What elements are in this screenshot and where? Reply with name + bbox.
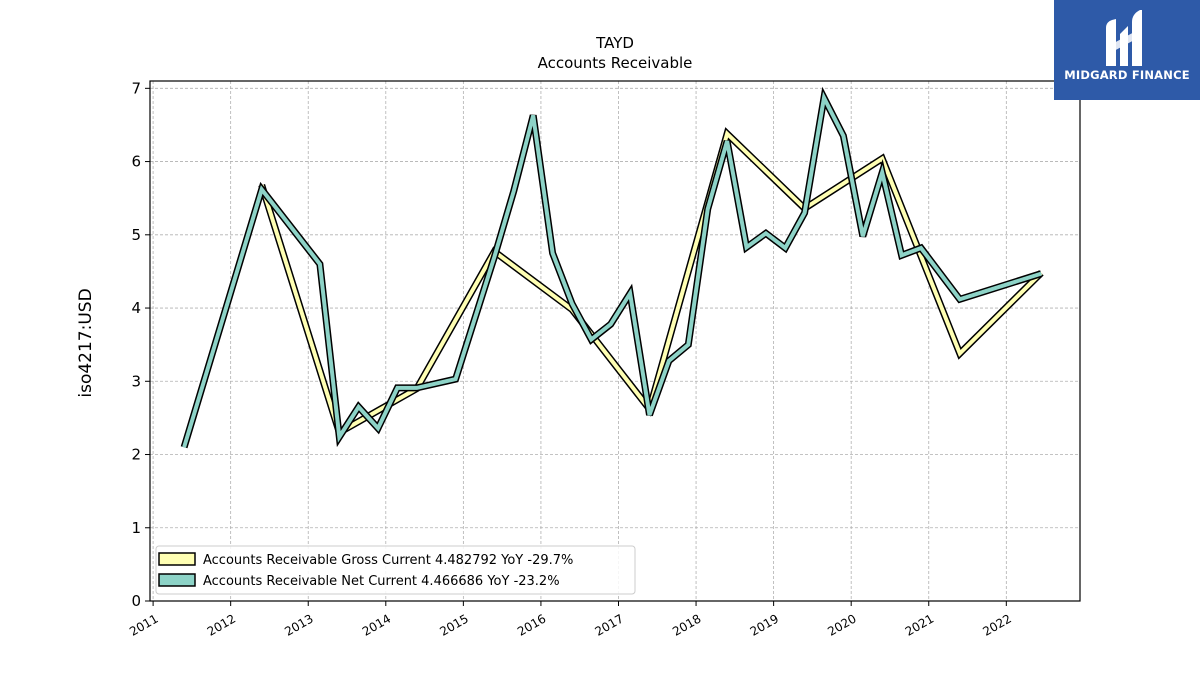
data-point [765,232,767,234]
data-point [649,414,650,416]
y-tick-label: 2 [131,446,141,464]
logo-mark-icon [1106,10,1142,66]
data-point [261,188,263,190]
x-tick-label: 2022 [980,611,1013,638]
data-point [1040,273,1042,275]
legend-box [155,545,636,595]
series-line-outline [180,86,1043,449]
y-tick-label: 3 [131,372,141,390]
y-axis-label: iso4217:USD [76,288,96,397]
x-tick-label: 2019 [748,611,781,638]
data-point [842,135,844,137]
data-point [901,254,903,256]
data-point [338,436,340,438]
chart-title: TAYD [595,34,634,52]
data-point [610,323,612,325]
data-point [959,353,961,354]
data-point [823,97,825,99]
y-tick-label: 1 [131,519,141,537]
data-point [862,235,864,237]
y-tick-label: 4 [131,299,141,317]
data-point [513,190,515,192]
x-tick-label: 2011 [127,611,160,638]
data-point [707,208,709,210]
data-point [319,263,321,265]
data-point [377,427,379,429]
x-tick-label: 2021 [903,611,936,638]
data-point [881,172,883,173]
legend-label-net: Accounts Receivable Net Current 4.466686… [203,574,560,589]
data-point [571,303,573,305]
y-tick-label: 6 [131,153,141,171]
x-tick-label: 2014 [360,611,393,638]
legend-swatch-net [158,573,196,587]
x-tick-label: 2020 [825,611,858,638]
series-line [182,91,1042,448]
series-net [180,86,1043,449]
data-point [784,247,786,249]
brand-logo: MIDGARD FINANCE [1054,0,1200,100]
series-layer [180,86,1044,449]
data-point [532,114,534,116]
data-point [183,446,185,448]
data-point [726,133,728,135]
x-tick-label: 2018 [670,611,703,638]
data-point [629,292,631,294]
series-line-outline [258,127,1044,438]
grid-lines [150,81,1080,602]
series-gross [258,127,1044,438]
data-point [668,360,670,362]
series-line [259,129,1043,436]
x-tick-label: 2015 [437,611,470,638]
legend: Accounts Receivable Gross Current 4.4827… [155,545,636,595]
chart-subtitle: Accounts Receivable [538,54,693,72]
data-point [493,256,495,258]
data-point [358,406,360,408]
y-tick-label: 5 [131,226,141,244]
legend-label-gross: Accounts Receivable Gross Current 4.4827… [203,553,573,568]
x-tick-label: 2012 [205,611,238,638]
x-tick-label: 2013 [282,611,315,638]
data-point [455,378,457,380]
y-axis: 0 1 2 3 4 5 6 7 [131,79,150,610]
y-tick-label: 7 [131,79,141,97]
data-point [746,246,747,248]
data-point [590,339,592,340]
y-tick-label: 0 [131,592,141,610]
data-point [959,298,961,300]
data-point [396,387,398,389]
data-point [552,252,554,254]
plot-frame [149,80,1081,602]
data-point [920,247,922,249]
data-point [416,387,418,389]
x-axis: 2011 2012 2013 2014 2015 2016 2017 2018 2019 2020… [127,601,1014,639]
data-point [804,212,806,214]
brand-name: MIDGARD FINANCE [1064,68,1190,82]
x-tick-label: 2017 [593,611,626,638]
data-point [726,140,728,142]
data-point [881,158,883,160]
legend-swatch-gross [158,552,196,566]
x-tick-label: 2016 [515,611,548,638]
data-point [687,344,689,346]
